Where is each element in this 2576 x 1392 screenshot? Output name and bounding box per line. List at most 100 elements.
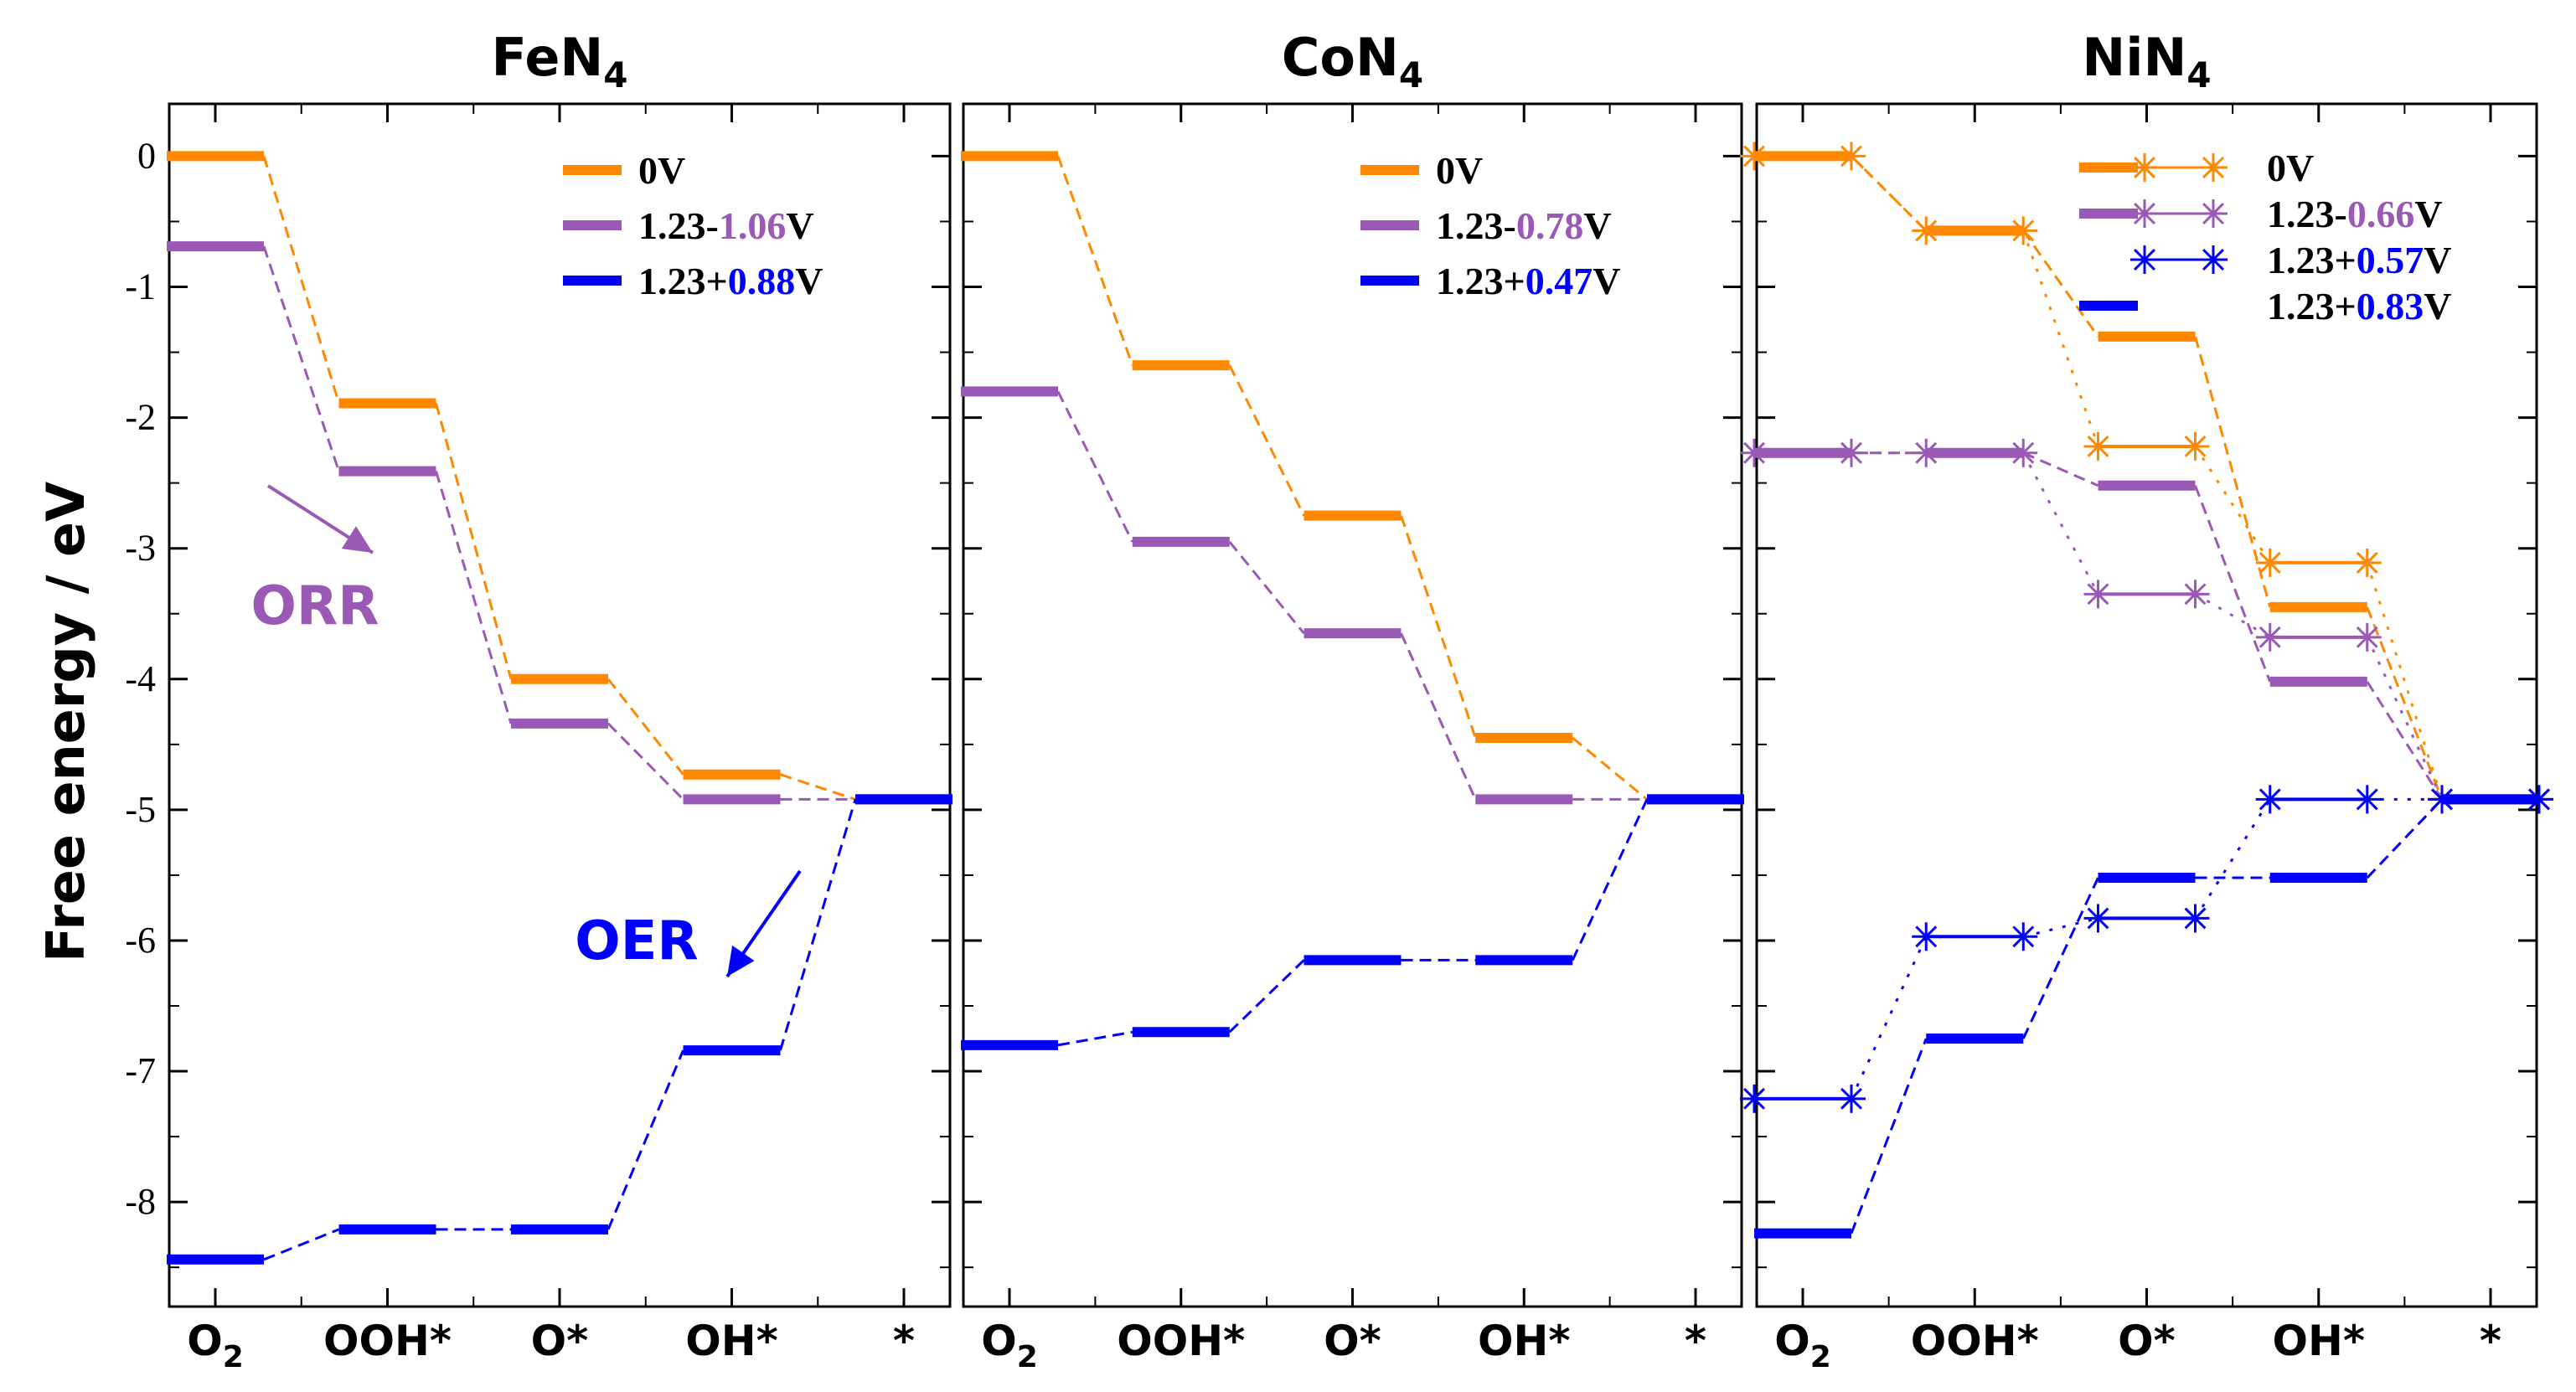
connector-0-0-2 <box>607 678 684 776</box>
connector-2-5-0 <box>1850 1038 1928 1235</box>
legend-marker-2-2 <box>2134 249 2155 271</box>
connector-0-1-0 <box>262 245 340 472</box>
y-tick-label-5: -5 <box>125 789 156 830</box>
connector-2-0-2 <box>2194 336 2272 608</box>
level-marker-2-4-0 <box>1743 1087 1765 1110</box>
connector-2-1-0 <box>1850 155 1928 232</box>
legend-label-0-2: 1.23+0.88V <box>638 260 823 302</box>
category-label-1-1: OOH* <box>1117 1317 1245 1365</box>
legend-label-2-3: 1.23+0.83V <box>2267 285 2451 327</box>
level-marker-2-1-1 <box>1915 219 1938 242</box>
legend-marker-2-0 <box>2134 157 2155 178</box>
category-label-1-2: O* <box>1324 1317 1381 1365</box>
connector-1-1-2 <box>1400 632 1477 800</box>
level-marker-2-1-3 <box>2259 551 2281 574</box>
panel-title-0: FeN4 <box>491 27 627 95</box>
level-marker-2-3-1 <box>2012 441 2035 464</box>
connector-1-0-0 <box>1056 155 1134 366</box>
connector-0-2-3 <box>779 798 857 1051</box>
legend-label-1-0: 0V <box>1436 149 1483 192</box>
connector-1-0-2 <box>1400 515 1477 739</box>
connector-1-1-0 <box>1056 390 1134 543</box>
level-marker-2-4-1 <box>1915 925 1938 948</box>
connector-2-4-0 <box>1850 936 1928 1100</box>
category-label-2-3: OH* <box>2273 1317 2366 1365</box>
level-marker-2-4-3 <box>2259 788 2281 811</box>
level-marker-2-3-1 <box>1915 441 1938 464</box>
legend-marker-2-0 <box>2202 157 2224 178</box>
level-marker-2-4-1 <box>2012 925 2035 948</box>
connector-2-2-1 <box>2022 451 2099 487</box>
connector-2-1-2 <box>2194 446 2272 564</box>
level-marker-2-1-3 <box>2356 551 2378 574</box>
category-label-0-3: OH* <box>685 1317 778 1365</box>
level-marker-2-4-2 <box>2184 907 2207 930</box>
level-marker-2-3-2 <box>2184 583 2207 606</box>
connector-1-2-0 <box>1057 1030 1133 1047</box>
panel-frame-1 <box>962 102 1743 1308</box>
connector-2-0-1 <box>2022 229 2099 338</box>
connector-2-3-1 <box>2021 452 2099 595</box>
connector-2-3-3 <box>2366 637 2444 801</box>
connector-1-2-3 <box>1571 798 1649 961</box>
connector-2-4-2 <box>2194 798 2272 920</box>
connector-2-2-2 <box>2194 485 2272 683</box>
category-label-1-3: OH* <box>1478 1317 1571 1365</box>
category-label-0-2: O* <box>531 1317 589 1365</box>
level-marker-2-4-0 <box>1840 1087 1862 1110</box>
legend-marker-2-2 <box>2202 249 2224 271</box>
connector-0-1-2 <box>607 722 684 801</box>
panel-title-2: NiN4 <box>2082 27 2211 95</box>
level-marker-2-1-0 <box>1840 145 1862 168</box>
connector-2-5-1 <box>2021 877 2099 1039</box>
connector-1-2-1 <box>1228 959 1305 1034</box>
y-tick-label-4: -4 <box>125 658 156 699</box>
connector-2-1-1 <box>2021 229 2099 447</box>
connector-0-2-0 <box>263 1228 340 1261</box>
connector-2-1-3 <box>2366 562 2444 800</box>
connector-2-4-1 <box>2022 916 2098 938</box>
y-axis-label: Free energy / eV <box>35 482 96 962</box>
level-marker-2-1-2 <box>2087 435 2109 457</box>
y-tick-label-0: 0 <box>137 135 156 176</box>
y-tick-label-2: -2 <box>125 397 156 438</box>
legend-label-1-2: 1.23+0.47V <box>1436 260 1620 302</box>
connector-2-5-3 <box>2366 798 2444 879</box>
legend-label-2-0: 0V <box>2267 147 2314 189</box>
category-label-0-0: O2 <box>187 1317 244 1374</box>
y-tick-label-8: -8 <box>125 1181 156 1222</box>
connector-0-0-1 <box>435 403 513 680</box>
annotation-orr: ORR <box>251 575 379 637</box>
connector-0-0-0 <box>262 155 340 404</box>
legend-marker-2-1 <box>2134 203 2155 224</box>
connector-0-1-1 <box>435 471 513 724</box>
connector-1-0-1 <box>1228 364 1305 517</box>
category-label-2-4: * <box>2480 1317 2501 1365</box>
level-marker-2-4-2 <box>2087 907 2109 930</box>
legend-label-2-2: 1.23+0.57V <box>2267 239 2451 281</box>
connector-2-2-3 <box>2366 681 2444 801</box>
category-label-0-1: OOH* <box>323 1317 452 1365</box>
connector-0-0-3 <box>780 773 856 801</box>
connector-0-2-2 <box>607 1049 684 1230</box>
category-label-2-0: O2 <box>1774 1317 1831 1374</box>
legend-label-2-1: 1.23-0.66V <box>2267 193 2443 235</box>
level-marker-2-3-0 <box>1743 441 1765 464</box>
category-label-1-4: * <box>1685 1317 1706 1365</box>
level-marker-2-4-3 <box>2356 788 2378 811</box>
panel-frame-0 <box>168 102 952 1308</box>
category-label-2-1: OOH* <box>1911 1317 2039 1365</box>
legend-label-0-1: 1.23-1.06V <box>638 204 814 247</box>
level-marker-2-1-0 <box>1743 145 1765 168</box>
panel-title-1: CoN4 <box>1282 27 1423 95</box>
y-tick-label-7: -7 <box>125 1050 156 1091</box>
level-marker-2-3-3 <box>2356 626 2378 648</box>
y-tick-label-3: -3 <box>125 528 156 569</box>
level-marker-2-1-2 <box>2184 435 2207 457</box>
annotation-arrowhead-oer <box>727 945 755 977</box>
legend-marker-2-1 <box>2202 203 2224 224</box>
category-label-1-0: O2 <box>981 1317 1038 1374</box>
connector-1-0-3 <box>1572 736 1648 801</box>
connector-2-0-3 <box>2366 606 2444 800</box>
